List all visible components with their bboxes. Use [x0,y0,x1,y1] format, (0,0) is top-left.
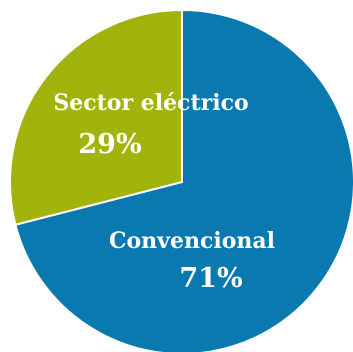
pie-slice-sector-electrico [9,8,183,226]
slice-label-convencional: Convencional [109,228,275,254]
pie-slices [9,8,353,352]
pie-slice-convencional [14,8,353,352]
slice-value-convencional: 71% [179,263,242,294]
slice-value-sector-electrico: 29% [78,129,141,160]
slice-label-sector-electrico: Sector eléctrico [53,90,248,116]
pie-labels: Convencional 71% Sector eléctrico 29% [53,90,275,294]
